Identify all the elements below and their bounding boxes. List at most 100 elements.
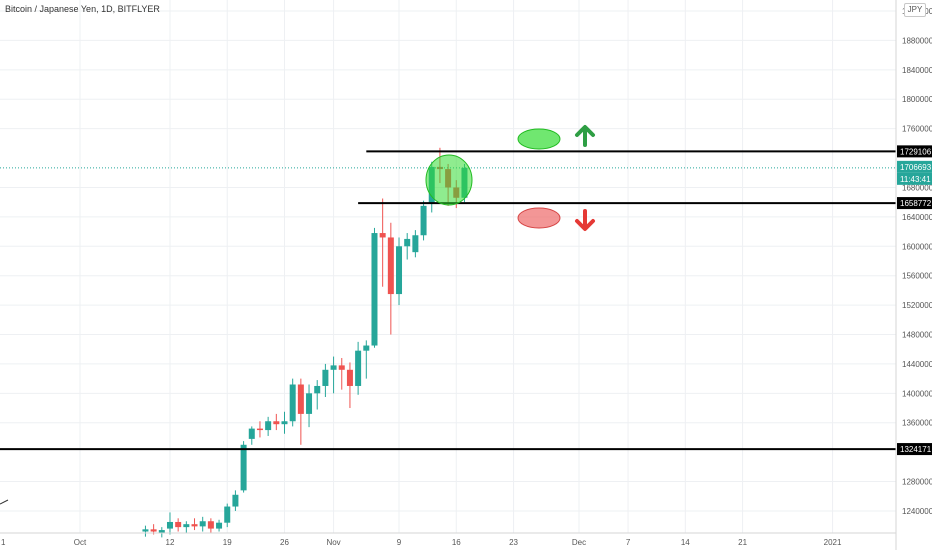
y-tick-label: 1880000 <box>902 36 932 45</box>
level-badge: 1729106 <box>897 145 932 158</box>
level-badge: 1658772 <box>897 197 932 210</box>
candle <box>346 362 353 409</box>
candle-body <box>183 524 190 528</box>
candle-body <box>273 421 280 425</box>
candle-body <box>256 428 263 431</box>
x-tick-label: Dec <box>572 538 586 547</box>
candle-body <box>355 350 362 386</box>
candle-body <box>191 524 198 527</box>
candle <box>191 518 198 531</box>
candle-body <box>396 246 403 295</box>
candle-body <box>412 235 419 253</box>
countdown-badge-bg <box>897 172 932 185</box>
candle <box>387 222 394 335</box>
candle-body <box>404 238 411 247</box>
candle <box>265 416 272 436</box>
y-tick-label: 1480000 <box>902 331 932 340</box>
x-tick-label: 14 <box>681 538 690 547</box>
candle-body <box>420 205 427 236</box>
candle <box>232 490 239 511</box>
last-price-badge: 1706693 <box>897 160 932 173</box>
candle-body <box>281 421 288 425</box>
currency-button[interactable]: JPY <box>904 3 926 17</box>
candle <box>420 200 427 241</box>
x-tick-label: 19 <box>223 538 232 547</box>
candle <box>297 378 304 445</box>
candle-body <box>232 494 239 507</box>
price-axis-badges: 1729106 1658772 1324171 1706693 11:43:41 <box>897 145 932 456</box>
x-tick-label: Oct <box>74 538 87 547</box>
x-tick-label: 26 <box>280 538 289 547</box>
candle-body <box>363 345 370 351</box>
candle <box>412 230 419 258</box>
candle <box>330 356 337 394</box>
candle <box>158 527 165 538</box>
candle <box>142 525 149 537</box>
arrow-up-icon <box>575 125 595 147</box>
x-tick-label: 21 <box>738 538 747 547</box>
arrow-up-head <box>575 125 595 137</box>
y-tick-label: 1240000 <box>902 507 932 516</box>
candle <box>396 237 403 306</box>
price-axis[interactable]: 1240000 1280000 1360000 1400000 1440000 14800… <box>902 7 932 516</box>
candle-body <box>265 421 272 431</box>
candle-body <box>142 529 149 532</box>
x-tick-label: 23 <box>509 538 518 547</box>
candle-body <box>175 521 182 528</box>
y-tick-label: 1440000 <box>902 360 932 369</box>
x-tick-label: 1 <box>1 538 6 547</box>
candle <box>224 503 231 528</box>
candle <box>338 358 345 390</box>
last-price-badge-bg <box>897 160 932 173</box>
candle-body <box>289 384 296 422</box>
candle <box>289 378 296 427</box>
y-tick-label: 1800000 <box>902 95 932 104</box>
level-badge-text: 1324171 <box>900 445 932 454</box>
x-tick-label: 9 <box>397 538 402 547</box>
candle-body <box>150 529 157 532</box>
last-price-badge-text: 1706693 <box>900 163 932 172</box>
candle <box>207 518 214 533</box>
candle-body <box>330 365 337 370</box>
candle-body <box>338 365 345 370</box>
level-badge-bg <box>897 197 932 210</box>
level-badge-bg <box>897 443 932 456</box>
x-tick-label: Nov <box>326 538 340 547</box>
trend-line-fragment <box>0 499 9 505</box>
level-badge-text: 1729106 <box>900 147 932 156</box>
x-tick-label: 7 <box>626 538 631 547</box>
candle-body <box>322 369 329 386</box>
candle <box>355 341 362 395</box>
x-tick-label: 2021 <box>824 538 842 547</box>
candle-body <box>387 237 394 295</box>
candle-body <box>346 369 353 386</box>
level-badge: 1324171 <box>897 443 932 456</box>
candle <box>322 363 329 397</box>
y-tick-label: 1640000 <box>902 213 932 222</box>
candle-body <box>158 530 165 533</box>
candle-body <box>207 521 214 529</box>
x-tick-label: 12 <box>166 538 175 547</box>
candle-body <box>216 522 223 529</box>
candle <box>199 516 206 532</box>
countdown-badge: 11:43:41 <box>897 172 932 185</box>
time-axis[interactable]: Oct 12 19 26 Nov 9 16 23 Dec 7 14 21 2021 1 <box>1 538 842 547</box>
bullish-ellipse <box>517 128 561 150</box>
candle-body <box>248 428 255 439</box>
candle <box>404 233 411 260</box>
candle <box>166 512 173 535</box>
y-tick-label: 1560000 <box>902 272 932 281</box>
candle-body <box>379 233 386 238</box>
bearish-ellipse <box>517 207 561 229</box>
level-badge-text: 1658772 <box>900 199 932 208</box>
candle <box>363 340 370 379</box>
candle <box>273 413 280 431</box>
candle <box>248 426 255 445</box>
candle-body <box>306 393 313 414</box>
candle-body <box>240 444 247 491</box>
drawing-annotations[interactable] <box>0 125 595 505</box>
symbol-title[interactable]: Bitcoin / Japanese Yen, 1D, BITFLYER <box>5 4 160 14</box>
candle-series <box>142 147 468 538</box>
